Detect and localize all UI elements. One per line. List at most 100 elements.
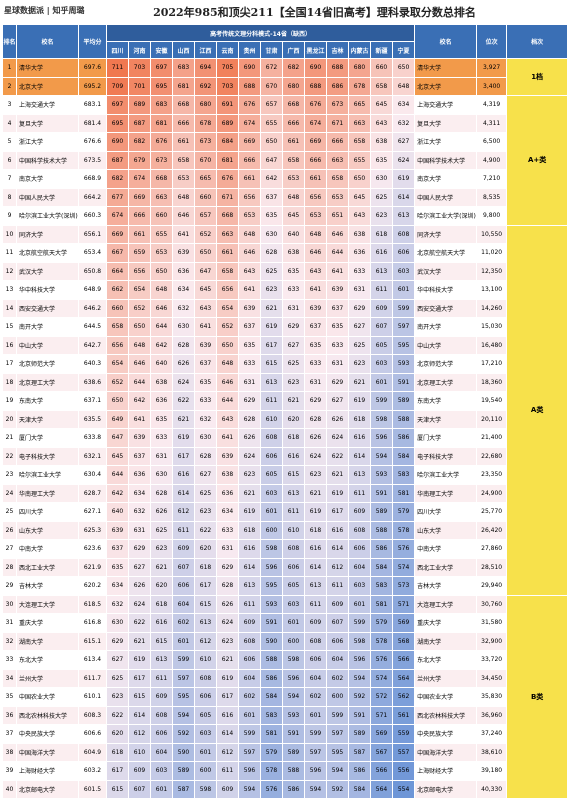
province-score: 677 (106, 187, 129, 207)
province-score: 613 (348, 465, 371, 485)
province-score: 648 (172, 187, 195, 207)
school-name: 东北大学 (16, 650, 79, 670)
position: 30,760 (476, 594, 508, 614)
province-header: 四川 (106, 41, 129, 59)
province-score: 669 (128, 187, 151, 207)
province-score: 657 (194, 206, 217, 226)
province-score: 660 (106, 298, 129, 318)
rank: 32 (2, 631, 17, 651)
province-score: 642 (150, 335, 173, 355)
position: 8,535 (476, 187, 508, 207)
province-score: 609 (304, 613, 327, 633)
province-score: 615 (106, 779, 129, 799)
province-score: 592 (326, 779, 349, 799)
province-score: 653 (282, 169, 305, 189)
rank: 37 (2, 724, 17, 744)
province-score: 638 (282, 243, 305, 263)
province-score: 601 (391, 280, 416, 300)
province-score: 591 (391, 372, 416, 392)
table-row: 10 同济大学 656.1 669 661 655 641 652 663 648 630 640 64… (2, 224, 569, 596)
province-score: 671 (326, 113, 349, 133)
province-score: 600 (260, 520, 283, 540)
province-score: 626 (238, 428, 261, 448)
province-score: 688 (326, 58, 349, 78)
province-score: 581 (391, 483, 416, 503)
province-score: 630 (150, 465, 173, 485)
province-score: 674 (128, 169, 151, 189)
province-score: 578 (260, 761, 283, 781)
province-score: 594 (326, 761, 349, 781)
col-header: 校名 (16, 24, 79, 59)
province-score: 689 (128, 95, 151, 115)
table-row: 26 山东大学 625.3 639 631 625 611 622 633 618 600 610 61… (2, 520, 568, 540)
position: 9,800 (476, 206, 508, 226)
province-score: 616 (348, 428, 371, 448)
province-score: 647 (106, 428, 129, 448)
table-row: 11 北京航空航天大学 653.4 667 659 653 639 650 661 646 628 6… (2, 243, 568, 263)
position: 7,210 (476, 169, 508, 189)
province-score: 627 (194, 465, 217, 485)
table-row: 1 清华大学 697.6 711 703 697 683 694 705 690 672 682 690… (2, 58, 569, 96)
province-score: 603 (260, 483, 283, 503)
table-row: 37 中央民族大学 606.6 620 612 606 592 603 614 599 581 591… (2, 724, 568, 744)
school-name: 华中科技大学 (414, 280, 478, 300)
province-score: 610 (128, 742, 151, 762)
province-score: 641 (326, 261, 349, 281)
school-name: 中国科学技术大学 (16, 150, 79, 170)
province-score: 632 (172, 298, 195, 318)
table-body: 1 清华大学 697.6 711 703 697 683 694 705 690 672 682 690… (2, 58, 569, 799)
rank: 20 (2, 409, 17, 429)
province-score: 571 (370, 705, 393, 725)
province-score: 653 (326, 187, 349, 207)
province-score: 614 (128, 705, 151, 725)
province-score: 598 (194, 779, 217, 799)
province-score: 623 (238, 465, 261, 485)
school-name: 武汉大学 (414, 261, 478, 281)
province-score: 594 (304, 779, 327, 799)
province-score: 614 (391, 187, 416, 207)
province-score: 606 (348, 539, 371, 559)
province-score: 628 (172, 335, 195, 355)
rank: 18 (2, 372, 17, 392)
province-score: 663 (216, 224, 239, 244)
province-score: 632 (128, 502, 151, 522)
rank: 38 (2, 742, 17, 762)
position: 11,020 (476, 243, 508, 263)
school-name: 中国农业大学 (414, 687, 478, 707)
province-score: 606 (172, 576, 195, 596)
province-score: 569 (391, 613, 416, 633)
province-score: 606 (282, 557, 305, 577)
province-score: 603 (348, 576, 371, 596)
province-score: 681 (150, 113, 173, 133)
school-name: 西北工业大学 (16, 557, 79, 577)
province-score: 635 (106, 557, 129, 577)
province-score: 678 (348, 76, 371, 96)
province-score: 645 (370, 95, 393, 115)
position: 22,680 (476, 446, 508, 466)
province-score: 635 (260, 206, 283, 226)
province-score: 629 (106, 631, 129, 651)
province-score: 564 (391, 668, 416, 688)
province-score: 630 (194, 428, 217, 448)
school-name: 北京理工大学 (16, 372, 79, 392)
province-score: 629 (304, 391, 327, 411)
rank: 1 (2, 58, 17, 78)
province-score: 644 (150, 317, 173, 337)
table-row: 23 哈尔滨工业大学 630.4 644 636 630 616 627 638 623 605 61… (2, 465, 568, 485)
province-score: 648 (150, 280, 173, 300)
province-score: 624 (391, 150, 416, 170)
province-score: 616 (282, 446, 305, 466)
table-row: 27 中南大学 623.6 637 629 623 609 620 631 616 598 608 61… (2, 539, 568, 559)
province-score: 634 (391, 95, 416, 115)
province-score: 634 (216, 502, 239, 522)
table-row: 18 北京理工大学 638.6 652 644 638 624 635 646 631 613 623… (2, 372, 568, 392)
rank: 30 (2, 594, 17, 614)
province-score: 639 (304, 298, 327, 318)
position: 40,330 (476, 779, 508, 799)
province-score: 681 (216, 150, 239, 170)
province-score: 623 (260, 280, 283, 300)
avg-score: 697.6 (78, 58, 107, 78)
province-score: 690 (238, 58, 261, 78)
province-score: 621 (150, 557, 173, 577)
province-score: 571 (391, 594, 416, 614)
